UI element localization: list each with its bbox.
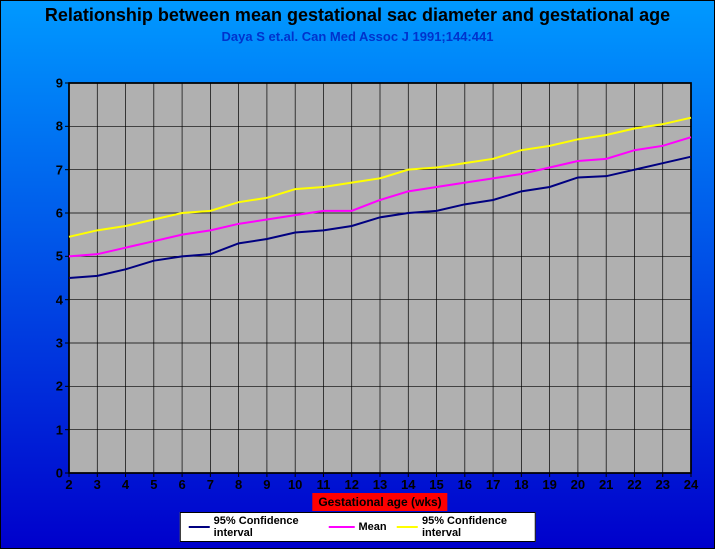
x-tick-label: 12 (344, 477, 358, 492)
x-tick-label: 14 (401, 477, 415, 492)
x-tick-label: 9 (263, 477, 270, 492)
y-tick-label: 8 (45, 119, 63, 134)
y-tick-label: 5 (45, 249, 63, 264)
chart-container: Relationship between mean gestational sa… (0, 0, 715, 549)
legend-label: 95% Confidence interval (422, 515, 527, 539)
plot-svg (1, 1, 715, 550)
legend-item: Mean (328, 521, 386, 533)
x-tick-label: 20 (571, 477, 585, 492)
legend-box: 95% Confidence interval Mean 95% Confidenc… (179, 512, 536, 542)
y-tick-label: 4 (45, 292, 63, 307)
x-tick-label: 17 (486, 477, 500, 492)
x-tick-label: 5 (150, 477, 157, 492)
y-tick-label: 7 (45, 162, 63, 177)
legend-item: 95% Confidence interval (397, 515, 527, 539)
legend-line (188, 526, 209, 528)
x-tick-label: 11 (317, 477, 331, 492)
x-tick-label: 16 (458, 477, 472, 492)
x-tick-label: 24 (684, 477, 698, 492)
x-tick-label: 6 (178, 477, 185, 492)
legend-label: Mean (358, 521, 386, 533)
y-tick-label: 0 (45, 466, 63, 481)
y-tick-label: 9 (45, 76, 63, 91)
legend-item: 95% Confidence interval (188, 515, 318, 539)
x-tick-label: 2 (65, 477, 72, 492)
x-tick-label: 22 (627, 477, 641, 492)
x-tick-label: 8 (235, 477, 242, 492)
x-tick-label: 10 (288, 477, 302, 492)
legend-label: 95% Confidence interval (214, 515, 319, 539)
legend-line (397, 526, 418, 528)
x-tick-label: 19 (542, 477, 556, 492)
x-tick-label: 18 (514, 477, 528, 492)
legend-line (328, 526, 354, 528)
x-tick-label: 13 (373, 477, 387, 492)
y-tick-label: 3 (45, 336, 63, 351)
y-tick-label: 6 (45, 206, 63, 221)
x-tick-label: 7 (207, 477, 214, 492)
x-tick-label: 23 (655, 477, 669, 492)
x-tick-label: 3 (94, 477, 101, 492)
x-tick-label: 4 (122, 477, 129, 492)
y-tick-label: 2 (45, 379, 63, 394)
y-tick-label: 1 (45, 422, 63, 437)
x-tick-label: 21 (599, 477, 613, 492)
x-tick-label: 15 (429, 477, 443, 492)
